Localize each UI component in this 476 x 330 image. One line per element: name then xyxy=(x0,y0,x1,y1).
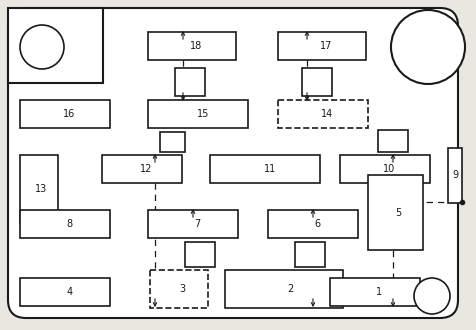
Text: 6: 6 xyxy=(314,219,320,229)
Bar xyxy=(8,8,103,83)
Bar xyxy=(225,270,342,308)
Bar xyxy=(148,100,248,128)
Circle shape xyxy=(413,278,449,314)
Text: 16: 16 xyxy=(63,109,76,119)
Bar xyxy=(20,155,58,223)
Text: 10: 10 xyxy=(383,164,395,174)
Text: 17: 17 xyxy=(319,41,332,51)
Bar xyxy=(268,210,357,238)
Bar xyxy=(185,242,215,267)
Bar xyxy=(329,278,419,306)
Bar xyxy=(447,148,461,203)
Bar xyxy=(294,242,324,267)
Bar xyxy=(175,68,205,96)
Bar xyxy=(339,155,429,183)
Text: 11: 11 xyxy=(264,164,276,174)
Bar xyxy=(278,32,365,60)
Text: 8: 8 xyxy=(66,219,72,229)
Circle shape xyxy=(390,10,464,84)
Bar xyxy=(149,270,208,308)
Text: 1: 1 xyxy=(376,287,382,297)
Text: 3: 3 xyxy=(178,284,185,294)
Bar xyxy=(102,155,182,183)
Text: 12: 12 xyxy=(139,164,152,174)
Text: 9: 9 xyxy=(452,171,458,181)
Bar xyxy=(367,175,422,250)
Text: 18: 18 xyxy=(190,41,202,51)
Bar xyxy=(377,130,407,152)
Text: 15: 15 xyxy=(197,109,209,119)
Text: 2: 2 xyxy=(286,284,292,294)
Circle shape xyxy=(20,25,64,69)
Text: 5: 5 xyxy=(394,208,400,217)
Bar xyxy=(278,100,367,128)
Bar xyxy=(20,278,110,306)
FancyBboxPatch shape xyxy=(8,8,457,318)
Bar xyxy=(148,210,238,238)
Bar xyxy=(301,68,331,96)
Bar xyxy=(159,132,185,152)
Bar xyxy=(20,100,110,128)
Text: 14: 14 xyxy=(321,109,333,119)
Bar xyxy=(20,210,110,238)
Bar xyxy=(148,32,236,60)
Text: 13: 13 xyxy=(35,184,47,194)
Bar xyxy=(209,155,319,183)
Text: 7: 7 xyxy=(194,219,200,229)
Text: 4: 4 xyxy=(66,287,72,297)
